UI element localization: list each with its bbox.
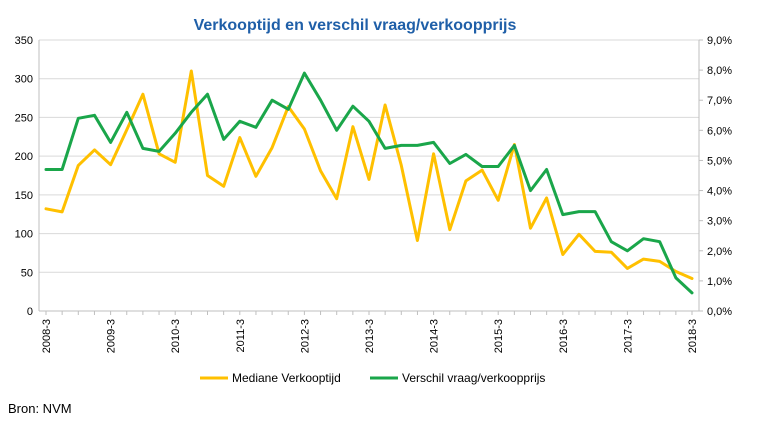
legend-label: Verschil vraag/verkoopprijs bbox=[402, 371, 545, 385]
legend: Mediane Verkooptijd Verschil vraag/verkoo… bbox=[200, 371, 545, 385]
x-tick-label: 2012-3 bbox=[299, 319, 311, 353]
left-tick-label: 150 bbox=[15, 190, 33, 202]
left-tick-label: 300 bbox=[15, 74, 33, 86]
series-line-verkooptijd bbox=[44, 69, 694, 280]
right-tick-label: 6,0% bbox=[707, 125, 732, 137]
x-tick-label: 2013-3 bbox=[364, 319, 376, 353]
x-tick-label: 2016-3 bbox=[558, 319, 570, 353]
chart-title: Verkooptijd en verschil vraag/verkooppri… bbox=[194, 17, 517, 34]
right-tick-label: 5,0% bbox=[707, 155, 732, 167]
x-tick-label: 2017-3 bbox=[622, 319, 634, 353]
right-tick-label: 7,0% bbox=[707, 95, 732, 107]
right-tick-label: 8,0% bbox=[707, 65, 732, 77]
right-tick-label: 1,0% bbox=[707, 276, 732, 288]
legend-label: Mediane Verkooptijd bbox=[232, 371, 341, 385]
x-axis-ticks: 2008-3 2009-3 2010-3 2011-3 2012-3 2013-3 2014… bbox=[41, 311, 699, 353]
right-tick-label: 9,0% bbox=[707, 35, 732, 47]
series-lines bbox=[44, 69, 694, 295]
right-tick-label: 3,0% bbox=[707, 216, 732, 228]
left-tick-label: 0 bbox=[27, 306, 33, 318]
source-note: Bron: NVM bbox=[8, 401, 72, 416]
x-tick-label: 2015-3 bbox=[493, 319, 505, 353]
x-tick-label: 2014-3 bbox=[429, 319, 441, 353]
left-tick-label: 100 bbox=[15, 229, 33, 241]
right-tick-label: 2,0% bbox=[707, 246, 732, 258]
x-tick-label: 2010-3 bbox=[170, 319, 182, 353]
right-tick-label: 0,0% bbox=[707, 306, 732, 318]
x-tick-label: 2009-3 bbox=[106, 319, 118, 353]
x-tick-label: 2011-3 bbox=[235, 319, 247, 352]
left-axis-ticks: 0 50 100 150 200 250 300 350 bbox=[15, 35, 33, 318]
left-tick-label: 50 bbox=[21, 267, 33, 279]
right-tick-label: 4,0% bbox=[707, 186, 732, 198]
right-axis-ticks: 0,0% 1,0% 2,0% 3,0% 4,0% 5,0% 6,0% 7,0% 8,0% 9,0% bbox=[699, 35, 732, 318]
x-tick-label: 2008-3 bbox=[41, 319, 53, 353]
left-tick-label: 250 bbox=[15, 112, 33, 124]
left-tick-label: 350 bbox=[15, 35, 33, 47]
series-line-verschil bbox=[44, 71, 694, 295]
x-tick-label: 2018-3 bbox=[687, 319, 699, 353]
gridlines bbox=[39, 39, 699, 273]
left-tick-label: 200 bbox=[15, 151, 33, 163]
